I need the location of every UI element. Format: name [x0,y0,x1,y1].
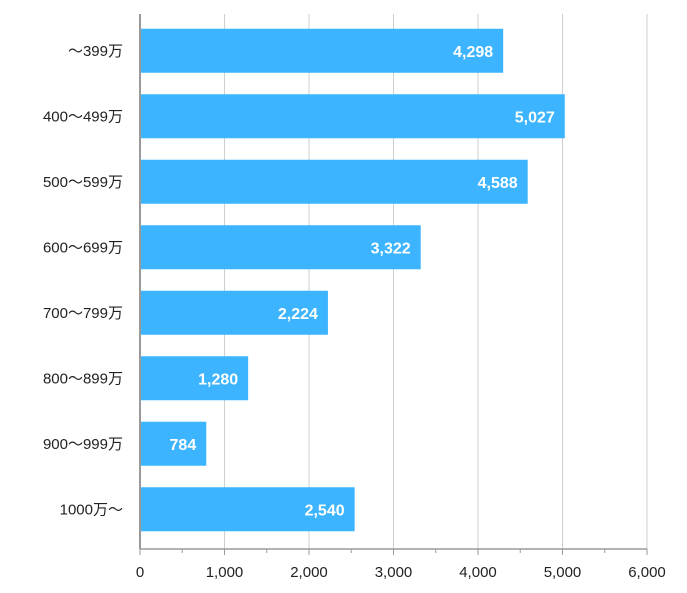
x-tick-label: 2,000 [290,564,328,581]
x-tick-label: 5,000 [544,564,582,581]
bar [140,28,504,73]
bar [140,94,565,139]
bar [140,290,328,335]
data-label: 1,280 [198,371,238,388]
bar [140,487,355,532]
x-tick-label: 1,000 [206,564,244,581]
bar [140,225,421,270]
data-label: 4,588 [478,175,518,192]
x-tick-label: 3,000 [375,564,413,581]
x-tick-label: 4,000 [459,564,497,581]
category-label: 700～799万 [43,305,123,322]
category-label: 600～699万 [43,239,123,256]
axes [139,14,648,555]
category-label: 800～899万 [43,370,123,387]
category-label: 900～999万 [43,436,123,453]
category-label: 1000万～ [60,501,123,518]
category-label: ～399万 [68,43,123,60]
bar [140,356,249,401]
category-label: 400～499万 [43,108,123,125]
x-tick-label: 0 [136,564,144,581]
bars [140,28,565,532]
data-label: 3,322 [371,240,411,257]
data-label: 2,540 [305,502,345,519]
data-label: 2,224 [278,306,318,323]
labels: 4,298 5,027 4,588 3,322 2,224 1,280 784 2,540 ～3… [43,43,666,581]
bar [140,159,528,204]
x-tick-label: 6,000 [628,564,666,581]
category-label: 500～599万 [43,174,123,191]
bar [140,421,207,466]
data-label: 4,298 [453,44,493,61]
data-label: 5,027 [515,109,555,126]
data-label: 784 [170,437,197,454]
